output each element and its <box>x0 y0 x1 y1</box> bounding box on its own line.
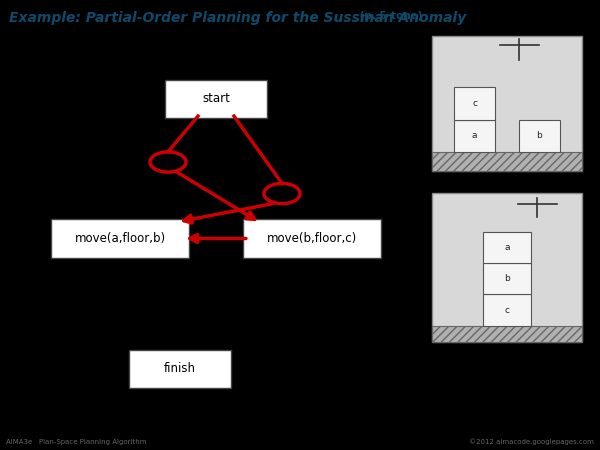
Text: AIMA3e   Plan-Space Planning Algorithm: AIMA3e Plan-Space Planning Algorithm <box>6 439 146 445</box>
Bar <box>455 120 495 152</box>
Bar <box>432 36 582 171</box>
Text: c: c <box>472 99 477 108</box>
Text: c: c <box>505 306 509 315</box>
Text: start: start <box>202 93 230 105</box>
Bar <box>455 87 495 120</box>
Text: b: b <box>504 274 510 284</box>
Text: b: b <box>536 131 542 140</box>
FancyBboxPatch shape <box>243 220 381 257</box>
Text: a: a <box>472 131 478 140</box>
Bar <box>483 232 531 263</box>
FancyArrowPatch shape <box>177 172 254 220</box>
Text: Example: Partial-Order Planning for the Sussman Anomaly: Example: Partial-Order Planning for the … <box>9 11 466 25</box>
FancyBboxPatch shape <box>51 220 189 257</box>
FancyBboxPatch shape <box>129 350 231 388</box>
Text: move(a,floor,b): move(a,floor,b) <box>74 232 166 245</box>
FancyArrowPatch shape <box>184 203 273 223</box>
Text: finish: finish <box>164 363 196 375</box>
FancyBboxPatch shape <box>165 80 267 118</box>
FancyArrowPatch shape <box>190 234 246 243</box>
Bar <box>432 152 582 171</box>
Text: a: a <box>504 243 510 252</box>
Text: ©2012 aimacode.googlepages.com: ©2012 aimacode.googlepages.com <box>469 438 594 445</box>
Bar <box>483 294 531 326</box>
Bar <box>519 120 560 152</box>
Bar <box>432 194 582 342</box>
Text: (p. 5-tone): (p. 5-tone) <box>355 11 422 21</box>
Text: move(b,floor,c): move(b,floor,c) <box>267 232 357 245</box>
Bar <box>483 263 531 294</box>
Bar <box>432 326 582 342</box>
